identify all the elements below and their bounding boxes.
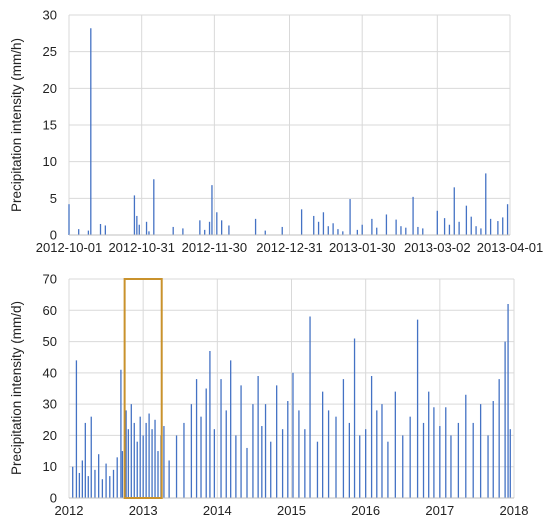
x-tick-label: 2012: [55, 503, 84, 518]
x-tick-label: 2012-12-31: [256, 240, 323, 255]
x-tick-label: 2013-04-01: [477, 240, 544, 255]
chart-daily: 0 10 20 30 40 50 60 70 2012 2013 2014 2015 2016 2017…: [9, 272, 528, 519]
y-axis-label-hourly: Precipitation intensity (mm/h): [9, 38, 24, 212]
y-tick-label: 15: [43, 118, 57, 133]
y-tick-label: 30: [43, 8, 57, 23]
x-tick-label: 2013: [129, 503, 158, 518]
x-tick-label: 2014: [203, 503, 232, 518]
y-tick-label: 5: [50, 191, 57, 206]
y-tick-label: 10: [43, 459, 57, 474]
y-tick-label: 30: [43, 397, 57, 412]
highlight-box: [123, 278, 163, 499]
y-ticks-hourly: 0 5 10 15 20 25 30: [43, 8, 57, 243]
x-tick-label: 2016: [351, 503, 380, 518]
y-tick-label: 20: [43, 428, 57, 443]
y-tick-label: 0: [50, 228, 57, 243]
y-tick-label: 20: [43, 81, 57, 96]
series-hourly: [68, 28, 509, 235]
y-tick-label: 60: [43, 303, 57, 318]
y-tick-label: 0: [50, 491, 57, 506]
x-tick-label: 2018: [500, 503, 529, 518]
y-tick-label: 50: [43, 334, 57, 349]
x-tick-label: 2015: [277, 503, 306, 518]
x-tick-label: 2013-03-02: [404, 240, 471, 255]
y-tick-label: 70: [43, 272, 57, 287]
y-tick-label: 10: [43, 154, 57, 169]
x-tick-label: 2012-11-30: [182, 240, 248, 255]
grid-daily: [68, 278, 515, 498]
y-axis-label-daily: Precipitation intensity (mm/d): [9, 301, 24, 475]
series-daily: [72, 304, 511, 498]
y-tick-label: 25: [43, 44, 57, 59]
x-ticks-hourly: 2012-10-01 2012-10-31 2012-11-30 2012-12-31…: [36, 240, 544, 255]
x-tick-label: 2013-01-30: [329, 240, 396, 255]
grid-hourly: [68, 14, 511, 235]
y-ticks-daily: 0 10 20 30 40 50 60 70: [43, 272, 57, 506]
x-ticks-daily: 2012 2013 2014 2015 2016 2017 2018: [55, 503, 529, 518]
chart-hourly: 0 5 10 15 20 25 30 2012-10-01 2012-10-31 2012-11…: [9, 8, 543, 256]
x-tick-label: 2012-10-01: [36, 240, 103, 255]
y-tick-label: 40: [43, 365, 57, 380]
x-tick-label: 2012-10-31: [108, 240, 175, 255]
x-tick-label: 2017: [425, 503, 454, 518]
